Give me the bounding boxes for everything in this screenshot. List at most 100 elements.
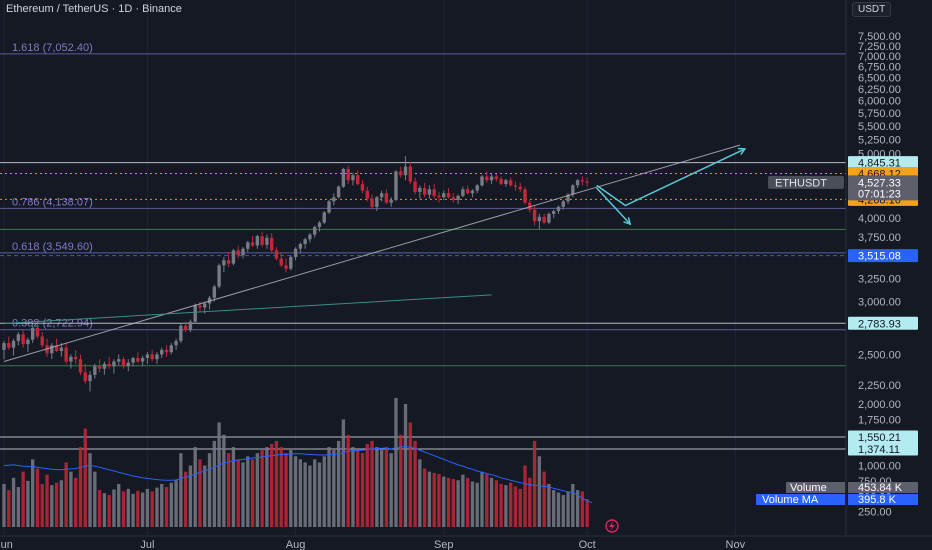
candle-body: [231, 250, 236, 264]
price-axis-tick: 5,250.00: [858, 134, 901, 146]
price-axis-tick: 5,500.00: [858, 121, 901, 133]
candle-body: [542, 216, 546, 223]
candle-body: [145, 354, 150, 358]
volume-bar: [422, 468, 427, 527]
volume-axis-tick: 2,000.00: [858, 399, 901, 411]
candle-body: [508, 180, 513, 186]
candle-body: [313, 227, 317, 235]
volume-bar: [351, 447, 355, 527]
volume-bar: [203, 465, 207, 527]
candle-body: [379, 193, 384, 198]
volume-bar: [403, 404, 408, 527]
currency-unit-badge[interactable]: USDT: [852, 2, 892, 17]
candle-body: [236, 250, 240, 256]
volume-bar: [494, 480, 499, 527]
volume-bar: [35, 468, 40, 527]
candle-body: [126, 362, 130, 367]
volume-bar: [365, 443, 369, 527]
volume-bar: [45, 474, 49, 527]
projection-arrow: [596, 148, 746, 207]
candle-body: [575, 180, 580, 186]
candle-body: [203, 303, 207, 308]
candle-body: [375, 197, 379, 207]
candle-body: [341, 169, 346, 187]
volume-bar: [456, 480, 460, 527]
price-tag-label: 1,550.21: [858, 432, 901, 444]
fib-level-label: 1.618 (7,052.40): [12, 42, 93, 54]
volume-bar: [542, 471, 546, 527]
volume-bar: [580, 491, 585, 527]
volume-ma-value: 395.8 K: [858, 494, 897, 506]
volume-bar: [418, 459, 422, 527]
volume-bar: [408, 422, 412, 527]
candle-body: [217, 265, 221, 287]
volume-bar: [136, 490, 140, 527]
volume-bar: [451, 479, 455, 527]
candle-body: [112, 361, 116, 367]
price-axis-tick: 6,750.00: [858, 62, 901, 74]
price-axis-tick: 5,750.00: [858, 108, 901, 120]
volume-bar: [427, 471, 432, 527]
volume-bar: [518, 488, 522, 527]
time-axis-label: Aug: [286, 539, 306, 550]
candle-body: [370, 198, 374, 207]
volume-bar: [379, 450, 384, 527]
price-axis-tick: 3,250.00: [858, 273, 901, 285]
volume-bar: [270, 443, 274, 527]
volume-bar: [566, 491, 570, 527]
candle-body: [188, 321, 193, 331]
price-axis-tick: 7,500.00: [858, 31, 901, 43]
candle-body: [160, 349, 164, 355]
volume-bar: [126, 488, 130, 527]
candle-body: [442, 193, 446, 198]
candle-body: [365, 190, 369, 199]
candle-body: [169, 345, 173, 353]
candle-body: [284, 265, 288, 269]
candle-body: [556, 206, 561, 212]
candle-body: [552, 211, 556, 214]
time-axis-label: Sep: [434, 539, 454, 550]
volume-bar: [284, 453, 288, 527]
time-axis-label: Jun: [0, 539, 13, 550]
volume-bar: [499, 483, 503, 527]
candle-body: [241, 248, 245, 256]
volume-bar: [183, 471, 188, 527]
candle-body: [117, 359, 121, 362]
candle-body: [59, 347, 64, 352]
candle-body: [480, 176, 484, 186]
candle-body: [356, 175, 360, 185]
volume-bar: [523, 465, 527, 527]
volume-bar: [155, 487, 159, 527]
volume-bar: [346, 434, 350, 527]
volume-bar: [552, 490, 556, 527]
candle-body: [21, 334, 25, 345]
candle-body: [250, 242, 255, 246]
candle-body: [351, 175, 355, 181]
candle-body: [413, 181, 417, 192]
candle-body: [102, 363, 107, 369]
volume-bar: [313, 459, 317, 527]
volume-bar: [150, 491, 154, 527]
volume-bar: [16, 487, 21, 527]
candle-body: [446, 193, 451, 198]
volume-axis-tick: 250.00: [858, 507, 892, 519]
volume-bar: [322, 456, 326, 527]
volume-bar: [575, 490, 580, 527]
candle-body: [537, 216, 542, 222]
price-tag: [848, 442, 918, 456]
price-axis-tick: 6,000.00: [858, 96, 901, 108]
volume-bar: [461, 474, 465, 527]
volume-bar: [131, 493, 135, 527]
price-axis-background: [846, 0, 932, 550]
volume-bar: [360, 453, 365, 527]
candle-body: [193, 305, 197, 322]
volume-bar: [193, 447, 197, 527]
volume-ma-value-tag: [848, 494, 918, 505]
auxiliary-trendline: [3, 294, 492, 324]
volume-bar: [399, 434, 403, 527]
volume-bar: [504, 485, 508, 527]
volume-bar: [513, 486, 518, 527]
candle-body: [150, 354, 154, 360]
candle-body: [317, 222, 322, 228]
